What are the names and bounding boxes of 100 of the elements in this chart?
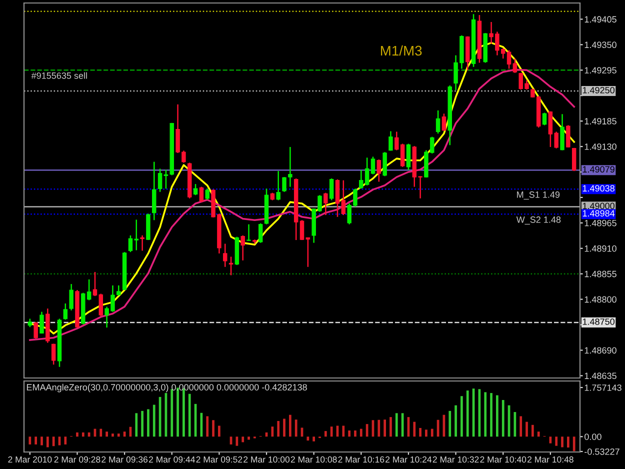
bar [188,394,191,437]
bar [152,404,156,437]
bar [277,420,280,437]
bar [206,416,209,437]
y-tick-label: 1.49130 [584,143,616,150]
x-tick-label: 2 Mar 10:08 [290,456,337,463]
bar [454,405,457,437]
ref-line-label: 1.49250 [582,86,615,94]
candlestick [258,222,263,244]
bar [312,436,316,442]
bar [82,432,84,437]
chart-title: EMAAngleZero(30,0.70000000,3,0) 0.0000000 0.0000000 -0.4282138 [26,384,307,392]
bar [520,416,522,437]
candlestick [442,113,446,132]
y-tick-label: 1.49405 [584,16,616,23]
candlestick [228,256,234,276]
bar [100,428,102,437]
bar [430,428,434,437]
y-tick-label: 1.48690 [584,347,616,354]
bar [354,430,356,437]
candlestick [63,302,68,320]
bar [76,432,78,437]
annotation: M_S1 1.49 [517,191,560,200]
candlestick [382,151,387,177]
x-tick-label: 2 Mar 09:36 [102,456,148,463]
annotation: #9155635 sell [31,72,87,79]
candlestick [566,124,570,148]
bar [566,436,570,448]
bar [294,420,298,437]
candlestick [341,180,346,216]
y-tick-label: 1.48855 [584,270,616,278]
bar [52,436,55,446]
x-tick-label: 2 Mar 10:24 [386,456,432,463]
candlestick [222,243,228,268]
y-tick-label: 1.49295 [584,67,616,74]
candlestick [560,113,564,151]
candlestick [40,311,44,334]
ref-line-label: 1.48984 [582,210,615,217]
candlestick [158,168,162,193]
bar [526,422,528,437]
bar [106,432,108,437]
y-tick-label: 1.49185 [584,118,616,124]
bar [342,426,345,437]
bar [242,436,244,442]
ref-line-label: 1.49038 [582,185,614,192]
bar [28,436,32,444]
candlestick [572,147,576,172]
candlestick [98,293,104,318]
bar [306,436,310,441]
bar [348,430,350,437]
bar [572,436,576,452]
y-tick-label: 0.00 [584,434,602,440]
candlestick [116,284,121,296]
candlestick [406,143,411,171]
bar [46,436,49,448]
y-tick-label: 1.48800 [584,296,616,303]
bar [537,432,540,437]
x-tick-label: 2 Mar 10:16 [338,456,384,463]
bar [484,392,487,437]
candlestick [542,112,547,126]
bar [212,420,214,437]
candlestick [152,161,156,221]
bar [378,420,380,437]
candlestick [193,183,198,196]
bar [40,436,43,446]
x-tick-label: 2 Mar 2010 [8,456,52,463]
candlestick [335,178,340,218]
x-tick-label: 2 Mar 10:48 [528,456,574,463]
x-tick-label: 2 Mar 10:32 [432,456,479,463]
annotation: W_S2 1.48 [516,216,561,225]
candlestick [300,220,304,241]
y-tick-label: 1.757143 [584,384,622,391]
bar [502,400,504,437]
x-tick-label: 2 Mar 09:44 [148,456,195,463]
bar [170,389,174,437]
bar [248,436,250,440]
candlestick [205,188,210,200]
bar [147,409,150,437]
bar [425,430,428,437]
candlestick [370,156,376,175]
candlestick [51,343,56,366]
candlestick [388,130,393,152]
bar [112,434,114,437]
bar [549,436,552,444]
bar [413,422,416,437]
bar [555,436,558,446]
bar [117,434,120,437]
y-tick-label: 1.48910 [584,245,616,252]
bar [283,418,286,437]
bar [218,426,220,437]
bar [330,426,333,437]
ref-line-label: 1.49000 [582,202,615,210]
bar [34,436,38,444]
bar [466,390,469,437]
x-tick-label: 2 Mar 09:28 [54,456,100,463]
candlestick [92,271,98,297]
bar [288,414,292,437]
candlestick [34,321,38,340]
candlestick [276,170,280,201]
candlestick [436,110,440,134]
